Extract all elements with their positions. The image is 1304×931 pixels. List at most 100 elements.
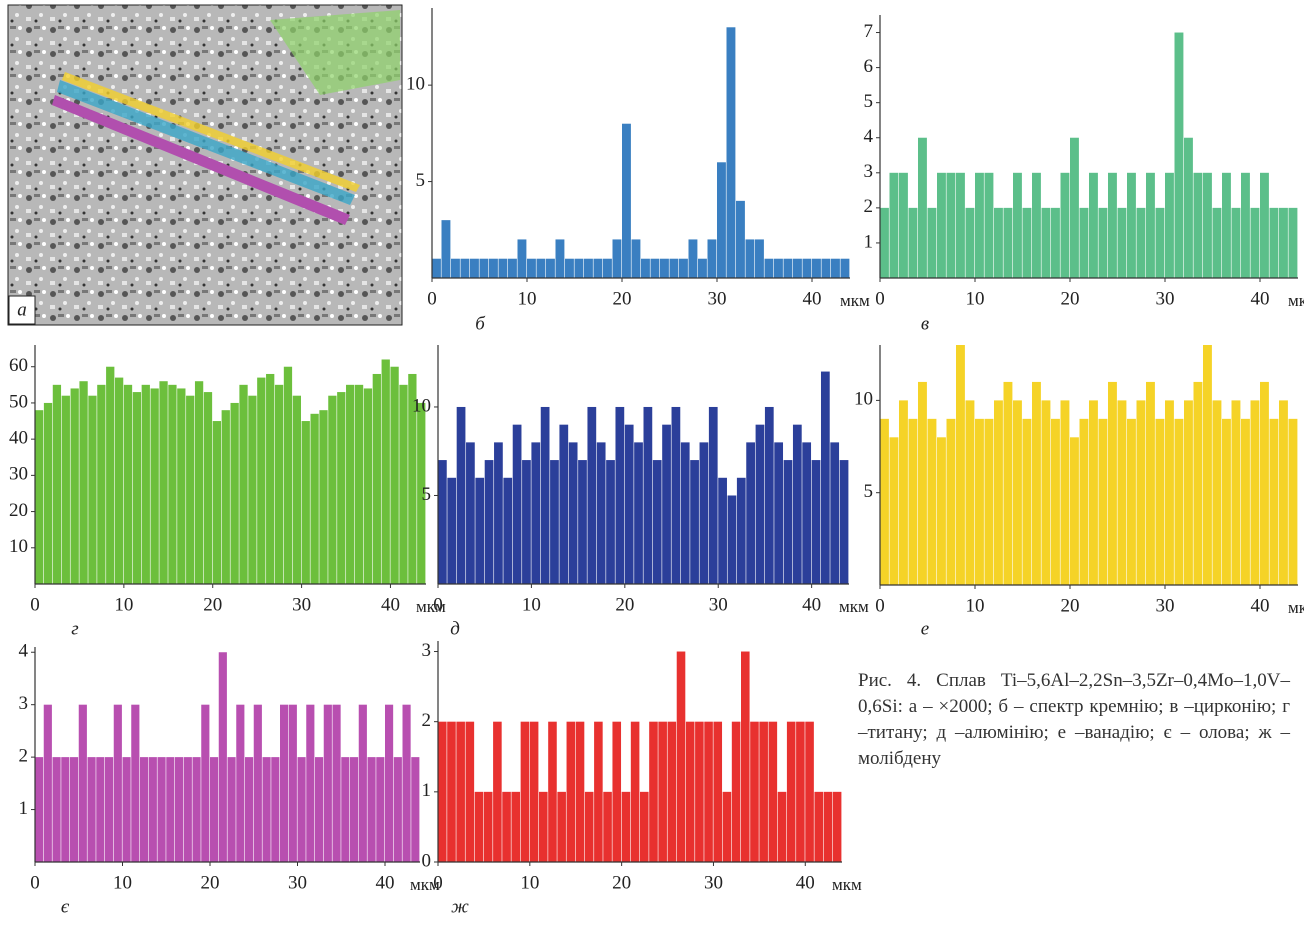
- bar: [289, 705, 297, 862]
- bar: [213, 421, 221, 584]
- bar: [1184, 400, 1193, 585]
- bar: [513, 425, 522, 584]
- bar: [470, 259, 479, 278]
- bar: [248, 396, 256, 584]
- x-tick-label: 20: [612, 872, 631, 893]
- bar: [447, 722, 456, 862]
- y-tick-label: 4: [864, 126, 874, 147]
- bar: [350, 757, 358, 862]
- y-tick-label: 1: [864, 231, 874, 252]
- bar: [1080, 419, 1089, 585]
- bar: [438, 460, 447, 584]
- bar: [96, 757, 104, 862]
- bar: [133, 392, 141, 584]
- bar: [613, 239, 622, 278]
- bar: [355, 385, 363, 584]
- bar: [812, 259, 821, 278]
- bar: [35, 757, 43, 862]
- bar: [158, 757, 166, 862]
- bar: [1156, 419, 1165, 585]
- bar: [166, 757, 174, 862]
- bar: [746, 239, 755, 278]
- bar: [475, 792, 484, 862]
- y-tick-label: 20: [9, 500, 28, 521]
- y-tick-label: 4: [19, 641, 29, 662]
- bar: [841, 259, 850, 278]
- bar: [1051, 419, 1060, 585]
- y-tick-label: 3: [19, 693, 29, 714]
- bar: [928, 419, 937, 585]
- bar: [1194, 173, 1203, 278]
- bar: [1241, 419, 1250, 585]
- bar: [373, 374, 381, 584]
- bar: [142, 385, 150, 584]
- bar: [293, 396, 301, 584]
- x-tick-label: 30: [292, 594, 311, 615]
- x-tick-label: 0: [875, 288, 885, 309]
- bar: [1222, 173, 1231, 278]
- bar: [937, 173, 946, 278]
- bar: [527, 259, 536, 278]
- bar: [784, 259, 793, 278]
- bar: [1222, 419, 1231, 585]
- bar: [622, 124, 631, 278]
- bar: [1146, 173, 1155, 278]
- bar: [346, 385, 354, 584]
- bar: [245, 757, 253, 862]
- bar: [1042, 208, 1051, 278]
- y-tick-label: 10: [854, 389, 873, 410]
- y-tick-label: 50: [9, 391, 28, 412]
- bar: [584, 259, 593, 278]
- bar: [442, 220, 451, 278]
- x-tick-label: 30: [708, 288, 727, 309]
- bar: [521, 722, 530, 862]
- bar: [787, 722, 796, 862]
- bar: [1251, 208, 1260, 278]
- bar: [774, 442, 783, 584]
- bar: [456, 722, 465, 862]
- x-tick-label: 40: [803, 288, 822, 309]
- y-tick-label: 3: [864, 161, 874, 182]
- bar: [1194, 382, 1203, 585]
- y-tick-label: 5: [864, 481, 874, 502]
- bar: [432, 259, 441, 278]
- bar: [530, 722, 539, 862]
- bar: [956, 173, 965, 278]
- bar: [672, 407, 681, 584]
- bar: [956, 345, 965, 585]
- bar: [1070, 138, 1079, 278]
- bar: [994, 208, 1003, 278]
- bar: [484, 792, 493, 862]
- bar: [79, 381, 87, 584]
- bar: [219, 652, 227, 862]
- x-tick-label: 10: [518, 288, 537, 309]
- bar: [1023, 419, 1032, 585]
- bar: [649, 722, 658, 862]
- bar: [193, 757, 201, 862]
- bar: [1146, 382, 1155, 585]
- x-tick-label: 20: [1061, 288, 1080, 309]
- x-tick-label: 30: [709, 594, 728, 615]
- bar: [1165, 400, 1174, 585]
- bar: [1232, 208, 1241, 278]
- y-tick-label: 3: [422, 640, 432, 661]
- x-tick-label: 40: [1251, 595, 1270, 616]
- bar: [184, 757, 192, 862]
- bar: [606, 460, 615, 584]
- bar: [123, 757, 131, 862]
- bar: [1042, 400, 1051, 585]
- bar: [814, 792, 823, 862]
- bar: [632, 239, 641, 278]
- bar: [937, 437, 946, 585]
- bar: [695, 722, 704, 862]
- bar: [177, 388, 185, 584]
- bar: [966, 400, 975, 585]
- bar: [796, 722, 805, 862]
- bar: [557, 792, 566, 862]
- bar: [821, 372, 830, 584]
- bar: [1289, 419, 1298, 585]
- bar: [803, 259, 812, 278]
- x-tick-label: 20: [203, 594, 222, 615]
- bar: [1203, 173, 1212, 278]
- bar: [556, 239, 565, 278]
